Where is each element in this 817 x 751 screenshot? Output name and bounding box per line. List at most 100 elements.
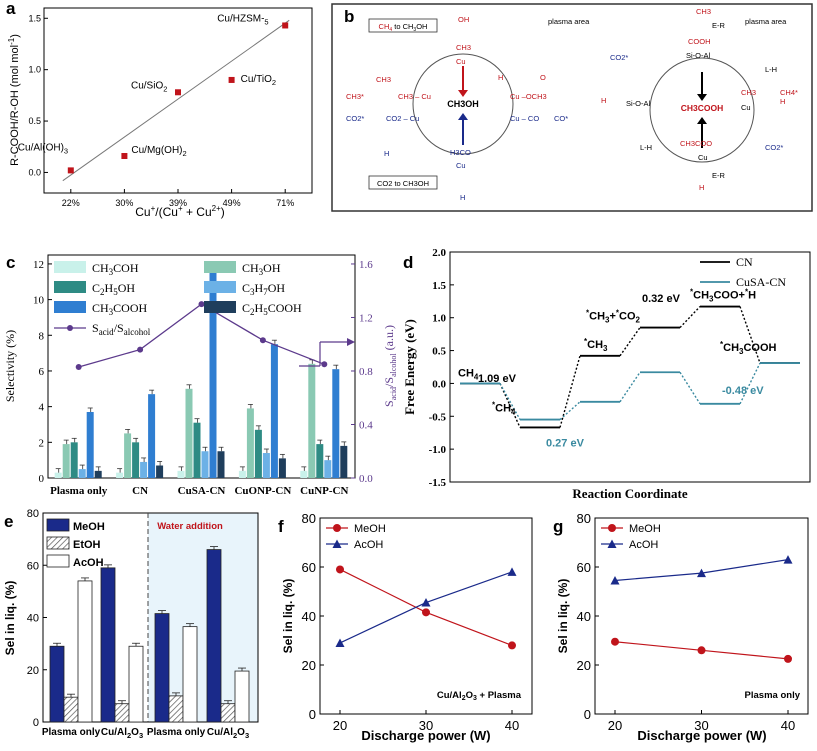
d-connector-cusa-cn: [739, 362, 761, 405]
c-bar-ch3coh: [300, 470, 308, 478]
left-cycle-center: CH3OH: [447, 99, 479, 109]
e-ytick-label: 20: [27, 665, 39, 677]
panel-f-y-ticks: 0 20 40 60 80: [302, 511, 324, 722]
a-point-label: Cu/SiO2: [131, 80, 167, 93]
c-bar-ch3oh: [246, 408, 254, 478]
panel-d-ylabel: Free Energy (eV): [402, 319, 417, 415]
left-arrow-up-head: [458, 113, 468, 120]
d-connector-cusa-cn: [499, 383, 521, 420]
panel-d-label: d: [403, 253, 413, 272]
tag-ch4-to-ch3oh-text: CH4 to CH3OH: [379, 22, 428, 33]
c-ratio-point: [259, 337, 266, 344]
d-legend-label: CuSA-CN: [736, 275, 786, 289]
e-bar-acoh: [234, 670, 250, 723]
panel-d-y-ticks: -1.5 -1.0 -0.5 0.0 0.5 1.0 1.5 2.0: [429, 247, 454, 489]
c-ratio-point: [198, 301, 205, 308]
d-ytick-label: -1.5: [429, 477, 447, 489]
panel-e-annotation: Water addition: [157, 521, 223, 532]
c-ytick-label: 6: [39, 366, 45, 378]
panel-b-label: b: [344, 7, 354, 26]
panel-a-points: Cu/Al(OH)3 Cu/Mg(OH)2 Cu/SiO2 Cu/TiO2 Cu/HZS…: [18, 13, 289, 174]
c-ratio-point: [75, 363, 82, 370]
a-ytick-label: 0.5: [28, 116, 41, 126]
panel-g-ylabel: Sel in liq. (%): [556, 579, 570, 654]
c-legend-label: CH3COOH: [92, 301, 148, 317]
c-bar-c2h5cooh: [278, 458, 286, 478]
c-legend-swatch: [54, 281, 86, 293]
left-cycle-species: OH CH3 Cu CH3 CH3 – Cu CH3* H Cu –OCH3 O…: [346, 15, 568, 202]
c-bar-ch3oh: [185, 388, 193, 478]
species-r-cu-bottom: Cu: [698, 153, 708, 162]
panel-c-y-ticks: 0 2 4 6 8 10 12: [33, 259, 52, 485]
c-bar-ch3coh: [54, 472, 62, 478]
e-legend-swatch: [46, 554, 70, 568]
g-point-meoh: [611, 637, 619, 646]
a-point-label: Cu/Al(OH)3: [18, 142, 68, 155]
g-point-acoh: [783, 555, 793, 564]
c-bar-c3h7oh: [78, 469, 86, 478]
c-legend-swatch: [204, 261, 236, 273]
c-bar-ch3cooh: [86, 411, 94, 478]
d-ytick-label: 0.0: [432, 378, 446, 390]
d-ytick-label: 2.0: [432, 247, 446, 259]
c-xtick-label: CuONP-CN: [234, 485, 291, 497]
f-point-acoh: [507, 567, 517, 576]
panel-a-ylabel: R-COOH/R-OH (mol mol-1): [7, 34, 21, 166]
panel-e-legend: MeOH EtOH AcOH: [46, 518, 105, 569]
species-r-h-bottom: H: [699, 183, 704, 192]
c-bar-c3h7oh: [140, 461, 148, 478]
c-ytick-label: 12: [33, 259, 44, 271]
e-legend-label: MeOH: [73, 521, 105, 533]
panel-e-x-ticks: Plasma only Cu/Al2O3 Plasma only Cu/Al2O3: [42, 727, 249, 740]
a-ytick-label: 1.5: [28, 13, 41, 23]
d-connector-cn: [679, 306, 701, 329]
a-point: [175, 89, 181, 96]
d-ann-ch4: CH4: [458, 367, 479, 381]
right-arrow-down-head: [697, 94, 707, 101]
d-connector-cn: [739, 306, 761, 364]
d-ann-ch3co2: *CH3+*CO2: [586, 309, 641, 325]
d-ytick-label: -1.0: [429, 444, 447, 456]
c-ytick-label: 4: [39, 402, 45, 414]
c-bar-c3h7oh: [201, 451, 209, 478]
c-legend-swatch: [204, 281, 236, 293]
species-cu-bottom: Cu: [456, 161, 466, 170]
panel-f-xlabel: Discharge power (W): [361, 728, 490, 743]
panel-g-axes: [594, 517, 809, 715]
c-bar-c2h5cooh: [217, 451, 225, 478]
tag-co2-to-ch3oh-text: CO2 to CH3OH: [377, 179, 429, 188]
tag-co2-to-ch3oh: [368, 175, 438, 190]
tag-ch4-to-ch3oh: [368, 18, 438, 33]
g-point-meoh: [784, 654, 792, 663]
f-ytick-label: 60: [302, 560, 316, 575]
d-ytick-label: 1.5: [432, 280, 446, 292]
a-point-label: Cu/HZSM-5: [217, 13, 268, 26]
a-xtick-label: 49%: [223, 198, 241, 208]
d-connector-cusa-cn: [559, 401, 581, 421]
e-legend-swatch: [46, 536, 70, 550]
c-xtick-label: CuNP-CN: [300, 485, 348, 497]
species-r-er-top: E-R: [712, 21, 726, 30]
panel-c-bars: [54, 263, 348, 478]
f-point-acoh: [335, 638, 345, 647]
species-h3co: H3CO: [450, 148, 471, 157]
c-xtick-label: CN: [132, 485, 148, 497]
e-xtick-label: Cu/Al2O3: [101, 727, 143, 740]
c-xtick-label: Plasma only: [50, 485, 108, 497]
d-legend-label: CN: [736, 255, 753, 269]
c-legend-ratio-label: Sacid/Salcohol: [92, 321, 151, 337]
c-bar-ch3oh: [308, 363, 316, 478]
d-ytick-label: -0.5: [429, 411, 447, 423]
d-ann-e048: -0.48 eV: [722, 385, 764, 397]
c-ytick-label: 8: [39, 330, 45, 342]
c-bar-ch3cooh: [209, 267, 217, 478]
panel-c-ratio-line: [75, 301, 328, 370]
species-r-lh-bottom: L-H: [640, 143, 652, 152]
panel-g-xlabel: Discharge power (W): [637, 728, 766, 743]
f-legend-marker: [332, 539, 342, 548]
e-ytick-label: 0: [33, 717, 39, 729]
panel-c-label: c: [6, 253, 15, 272]
d-connector-cusa-cn: [619, 371, 641, 403]
c-bar-c3h7oh: [262, 453, 270, 478]
panel-a-x-ticks: 22% 30% 39% 49% 71%: [62, 189, 294, 208]
